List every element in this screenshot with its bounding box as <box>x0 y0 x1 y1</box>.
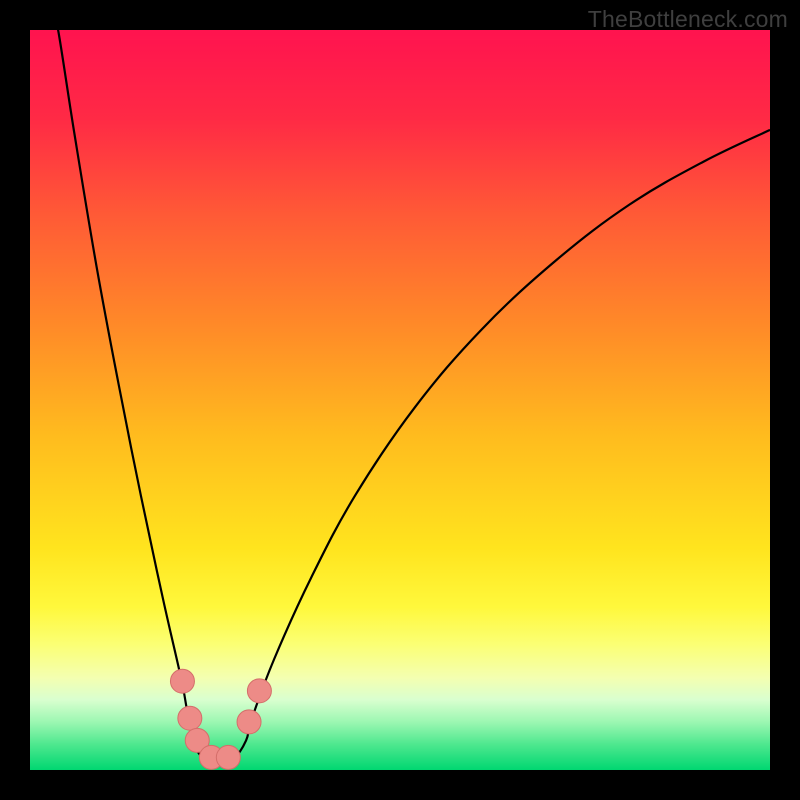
marker-point <box>178 706 202 730</box>
plot-background <box>30 30 770 770</box>
marker-point <box>247 679 271 703</box>
bottleneck-chart <box>0 0 800 800</box>
marker-point <box>216 745 240 769</box>
marker-point <box>170 669 194 693</box>
watermark-text: TheBottleneck.com <box>588 6 788 33</box>
marker-point <box>237 710 261 734</box>
